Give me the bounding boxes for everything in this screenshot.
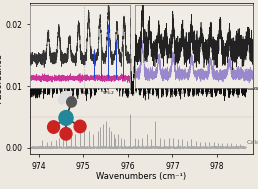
Circle shape [74,120,86,133]
Y-axis label: Absorbance: Absorbance [0,53,4,103]
Circle shape [58,97,66,104]
Circle shape [59,111,73,125]
Circle shape [61,92,68,99]
Circle shape [48,121,60,133]
Circle shape [60,128,72,140]
Circle shape [65,89,72,96]
X-axis label: Wavenumbers (cm⁻¹): Wavenumbers (cm⁻¹) [96,172,186,181]
Text: Calc.: Calc. [247,140,258,145]
Circle shape [67,97,76,107]
Text: Obs.: Obs. [247,85,258,91]
